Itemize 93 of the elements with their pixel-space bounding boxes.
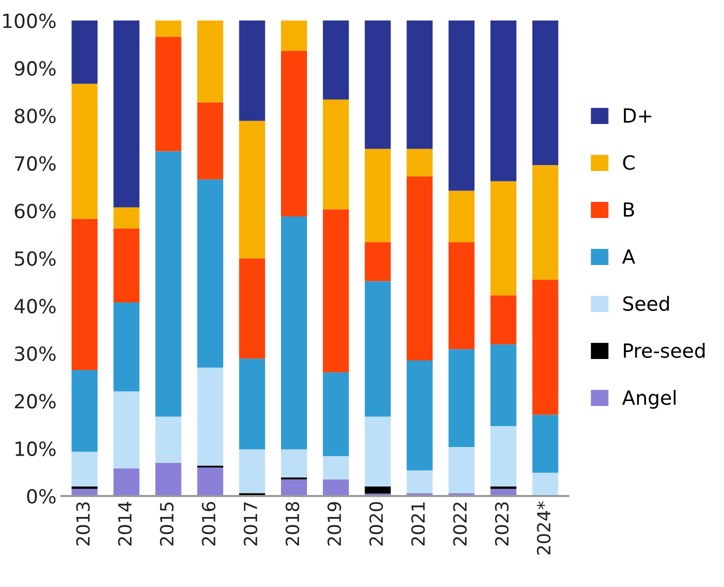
- y-tick-label: 50%: [14, 251, 56, 266]
- legend-label: D+: [624, 108, 652, 123]
- bar: [72, 20, 98, 84]
- bar: [239, 20, 266, 121]
- bar: [364, 20, 391, 149]
- bar: [532, 280, 558, 415]
- bar: [155, 20, 182, 37]
- bar: [322, 479, 349, 496]
- bar: [406, 176, 433, 361]
- x-tick-label: 2016: [202, 502, 216, 546]
- bar: [448, 20, 475, 191]
- x-tick-label: 2015: [160, 502, 174, 546]
- bar: [239, 358, 266, 450]
- bar: [113, 468, 140, 496]
- bar: [490, 181, 516, 296]
- bar: [448, 447, 475, 494]
- bar: [532, 414, 558, 473]
- bar: [322, 209, 349, 372]
- bar: [113, 228, 140, 302]
- bar: [364, 486, 391, 494]
- x-tick-label: 2017: [244, 502, 258, 546]
- bar: [281, 216, 307, 450]
- bar: [532, 472, 558, 496]
- bar: [364, 242, 391, 282]
- bar: [490, 295, 516, 344]
- bar: [155, 462, 182, 496]
- legend-label: A: [622, 249, 636, 264]
- bar: [448, 242, 475, 350]
- x-tick-label: 2024*: [536, 501, 551, 555]
- bar: [322, 99, 349, 210]
- bar: [532, 165, 558, 280]
- bar: [197, 467, 224, 496]
- x-tick-label: 2021: [411, 502, 425, 546]
- legend-label: C: [623, 155, 635, 170]
- bar: [406, 20, 433, 149]
- bar: [490, 20, 516, 182]
- y-tick-label: 100%: [3, 14, 56, 28]
- bar: [197, 368, 224, 466]
- x-tick-label: 2013: [76, 502, 90, 546]
- bar: [72, 452, 98, 487]
- bar: [322, 20, 349, 100]
- bar: [281, 449, 307, 478]
- y-tick-label: 60%: [14, 204, 56, 218]
- bar: [406, 470, 433, 494]
- legend-label: B: [624, 202, 634, 217]
- y-tick-label: 30%: [14, 346, 56, 362]
- bar: [406, 148, 433, 176]
- bar: [72, 370, 98, 452]
- bar: [490, 344, 516, 426]
- bar: [113, 20, 140, 208]
- bar: [364, 148, 391, 242]
- bar: [322, 456, 349, 480]
- y-tick-label: 20%: [14, 394, 56, 409]
- bar: [197, 179, 224, 368]
- bar: [448, 190, 475, 242]
- bar: [322, 372, 349, 456]
- bar: [532, 20, 558, 166]
- bar: [448, 349, 475, 448]
- x-tick-label: 2022: [453, 502, 467, 546]
- y-tick-label: 0%: [27, 488, 56, 504]
- bar: [72, 218, 98, 370]
- legend-label: Pre-seed: [624, 342, 705, 358]
- bar: [364, 416, 391, 487]
- x-tick-label: 2019: [327, 502, 342, 546]
- x-tick-label: 2018: [286, 502, 300, 546]
- bar: [72, 84, 98, 219]
- x-tick-label: 2023: [495, 502, 509, 546]
- bar: [155, 36, 182, 152]
- y-tick-label: 80%: [14, 108, 56, 124]
- bar: [113, 302, 140, 392]
- y-tick-label: 70%: [15, 156, 56, 171]
- bar: [239, 120, 266, 258]
- bar: [239, 449, 266, 494]
- y-tick-label: 10%: [16, 441, 56, 456]
- bar: [197, 102, 224, 180]
- bar: [490, 426, 516, 487]
- bar: [364, 281, 391, 417]
- y-tick-label: 40%: [14, 298, 56, 314]
- bar: [281, 50, 307, 216]
- bar: [281, 479, 307, 496]
- x-tick-label: 2014: [118, 502, 132, 546]
- x-tick-label: 2020: [369, 502, 384, 546]
- legend-label: Angel: [622, 390, 676, 409]
- bar: [406, 360, 433, 470]
- bar: [113, 391, 140, 468]
- bar: [155, 416, 182, 463]
- bar: [239, 258, 266, 359]
- bar: [113, 207, 140, 228]
- bar: [155, 151, 182, 417]
- y-tick-label: 90%: [14, 61, 56, 76]
- legend-label: Seed: [623, 296, 669, 311]
- bar: [197, 20, 224, 102]
- bar: [281, 20, 307, 51]
